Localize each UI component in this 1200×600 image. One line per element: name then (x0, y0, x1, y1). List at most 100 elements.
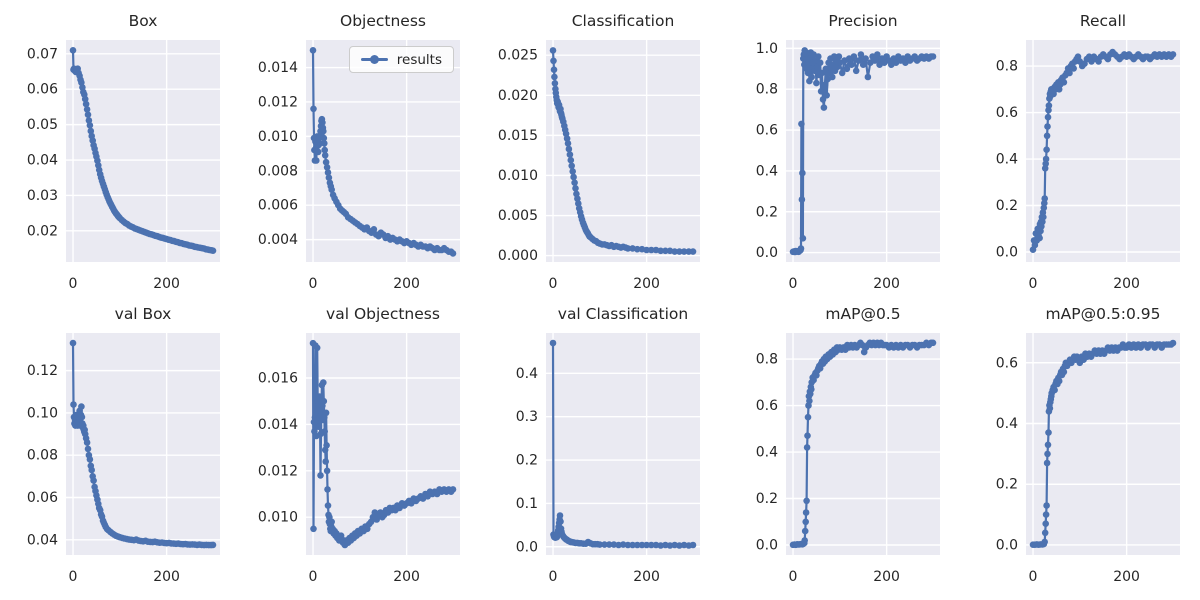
subplot-classification: 0 200 0.000 0.005 0.010 0.015 0.020 0.025 Class… (480, 0, 720, 300)
plot-area-precision: 0 200 0.0 0.2 0.4 0.6 0.8 1.0 (756, 40, 940, 292)
plot-background (786, 333, 940, 555)
y-tick-label: 0.04 (27, 532, 58, 548)
y-tick-label: 0.015 (498, 128, 538, 144)
series-results (69, 339, 217, 549)
chart-title-map-0-5: mAP@0.5 (825, 305, 901, 323)
legend-line-marker-icon (360, 55, 388, 65)
plot-area-box: 0 200 0.02 0.03 0.04 0.05 0.06 0.07 (27, 40, 220, 292)
y-tick-label: 0.6 (996, 105, 1018, 121)
y-tick-label: 0.04 (27, 153, 58, 169)
y-tick-label: 0.4 (756, 445, 778, 461)
y-tick-label: 0.05 (27, 117, 58, 133)
y-tick-label: 1.0 (756, 41, 778, 57)
y-tick-label: 0.2 (996, 477, 1018, 493)
chart-title-classification: Classification (571, 12, 675, 30)
y-tick-label: 0.000 (498, 248, 538, 264)
chart-title-val-objectness: val Objectness (326, 305, 440, 323)
subplot-val-objectness: 0 200 0.010 0.012 0.014 0.016 val Objectness (240, 300, 480, 600)
y-tick-label: 0.4 (996, 416, 1018, 432)
y-tick-label: 0.12 (27, 363, 58, 379)
plot-area-val-classification: 0 200 0.0 0.1 0.2 0.3 0.4 (516, 333, 700, 585)
x-tick-label: 200 (873, 276, 900, 292)
y-tick-label: 0.03 (27, 188, 58, 204)
series-results (309, 339, 457, 549)
series-results (1029, 339, 1177, 548)
x-tick-label: 0 (69, 276, 78, 292)
chart-title-box: Box (128, 12, 158, 30)
legend-label: results (396, 51, 442, 68)
y-tick-label: 0.0 (756, 245, 778, 261)
plot-background (546, 333, 700, 555)
y-tick-label: 0.3 (516, 409, 538, 425)
x-tick-label: 200 (153, 569, 180, 585)
y-tick-label: 0.012 (258, 95, 298, 111)
y-tick-label: 0.0 (996, 245, 1018, 261)
x-tick-label: 200 (633, 569, 660, 585)
chart-title-precision: Precision (828, 12, 898, 30)
y-tick-label: 0.1 (516, 496, 538, 512)
x-tick-label: 0 (549, 276, 558, 292)
plot-area-map-0-5-0-95: 0 200 0.0 0.2 0.4 0.6 (996, 333, 1180, 585)
y-tick-label: 0.06 (27, 82, 58, 98)
subplot-map-0-5: 0 200 0.0 0.2 0.4 0.6 0.8 mAP@0.5 (720, 300, 960, 600)
chart-title-recall: Recall (1079, 12, 1127, 30)
subplot-box: 0 200 0.02 0.03 0.04 0.05 0.06 0.07 Box (0, 0, 240, 300)
y-tick-label: 0.025 (498, 48, 538, 64)
subplot-val-box: 0 200 0.04 0.06 0.08 0.10 0.12 val Box (0, 300, 240, 600)
chart-title-objectness: Objectness (340, 12, 426, 30)
x-tick-label: 0 (549, 569, 558, 585)
plot-background (546, 40, 700, 262)
x-tick-label: 200 (1113, 569, 1140, 585)
subplot-objectness: 0 200 0.004 0.006 0.008 0.010 0.012 0.014 Objec… (240, 0, 480, 300)
y-tick-label: 0.4 (516, 366, 538, 382)
legend: results (348, 46, 454, 73)
y-tick-label: 0.010 (258, 129, 298, 145)
y-tick-label: 0.010 (258, 510, 298, 526)
plot-area-val-box: 0 200 0.04 0.06 0.08 0.10 0.12 (27, 333, 220, 585)
y-tick-label: 0.6 (756, 398, 778, 414)
plot-area-classification: 0 200 0.000 0.005 0.010 0.015 0.020 0.025 (498, 40, 700, 292)
x-tick-label: 0 (69, 569, 78, 585)
y-tick-label: 0.0 (516, 539, 538, 555)
x-tick-label: 200 (153, 276, 180, 292)
plot-area-recall: 0 200 0.0 0.2 0.4 0.6 0.8 (996, 40, 1180, 292)
x-tick-label: 0 (1029, 276, 1038, 292)
y-tick-label: 0.6 (996, 355, 1018, 371)
y-tick-label: 0.08 (27, 448, 58, 464)
series-results (789, 47, 937, 256)
y-tick-label: 0.016 (258, 371, 298, 387)
plot-area-val-objectness: 0 200 0.010 0.012 0.014 0.016 (258, 333, 460, 585)
y-tick-label: 0.10 (27, 405, 58, 421)
y-tick-label: 0.012 (258, 463, 298, 479)
x-tick-label: 200 (1113, 276, 1140, 292)
x-tick-label: 200 (393, 569, 420, 585)
x-tick-label: 0 (309, 276, 318, 292)
chart-title-val-box: val Box (114, 305, 172, 323)
series-results (789, 339, 937, 549)
x-tick-label: 0 (789, 276, 798, 292)
y-tick-label: 0.005 (498, 208, 538, 224)
plot-area-objectness: 0 200 0.004 0.006 0.008 0.010 0.012 0.014 (258, 40, 460, 292)
y-tick-label: 0.0 (756, 538, 778, 554)
y-tick-label: 0.0 (996, 538, 1018, 554)
y-tick-label: 0.2 (996, 198, 1018, 214)
y-tick-label: 0.4 (756, 163, 778, 179)
y-tick-label: 0.006 (258, 198, 298, 214)
subplot-precision: 0 200 0.0 0.2 0.4 0.6 0.8 1.0 Precision (720, 0, 960, 300)
plot-area-map-0-5: 0 200 0.0 0.2 0.4 0.6 0.8 (756, 333, 940, 585)
x-tick-label: 200 (393, 276, 420, 292)
y-tick-label: 0.2 (516, 453, 538, 469)
series-results (549, 47, 697, 255)
x-tick-label: 0 (1029, 569, 1038, 585)
y-tick-label: 0.008 (258, 163, 298, 179)
plot-background (1026, 333, 1180, 555)
chart-title-val-classification: val Classification (557, 305, 689, 323)
y-tick-label: 0.2 (756, 491, 778, 507)
y-tick-label: 0.8 (996, 59, 1018, 75)
y-tick-label: 0.06 (27, 490, 58, 506)
plot-background (306, 40, 460, 262)
y-tick-label: 0.02 (27, 223, 58, 239)
y-tick-label: 0.8 (756, 82, 778, 98)
subplot-recall: 0 200 0.0 0.2 0.4 0.6 0.8 Recall (960, 0, 1200, 300)
y-tick-label: 0.8 (756, 352, 778, 368)
